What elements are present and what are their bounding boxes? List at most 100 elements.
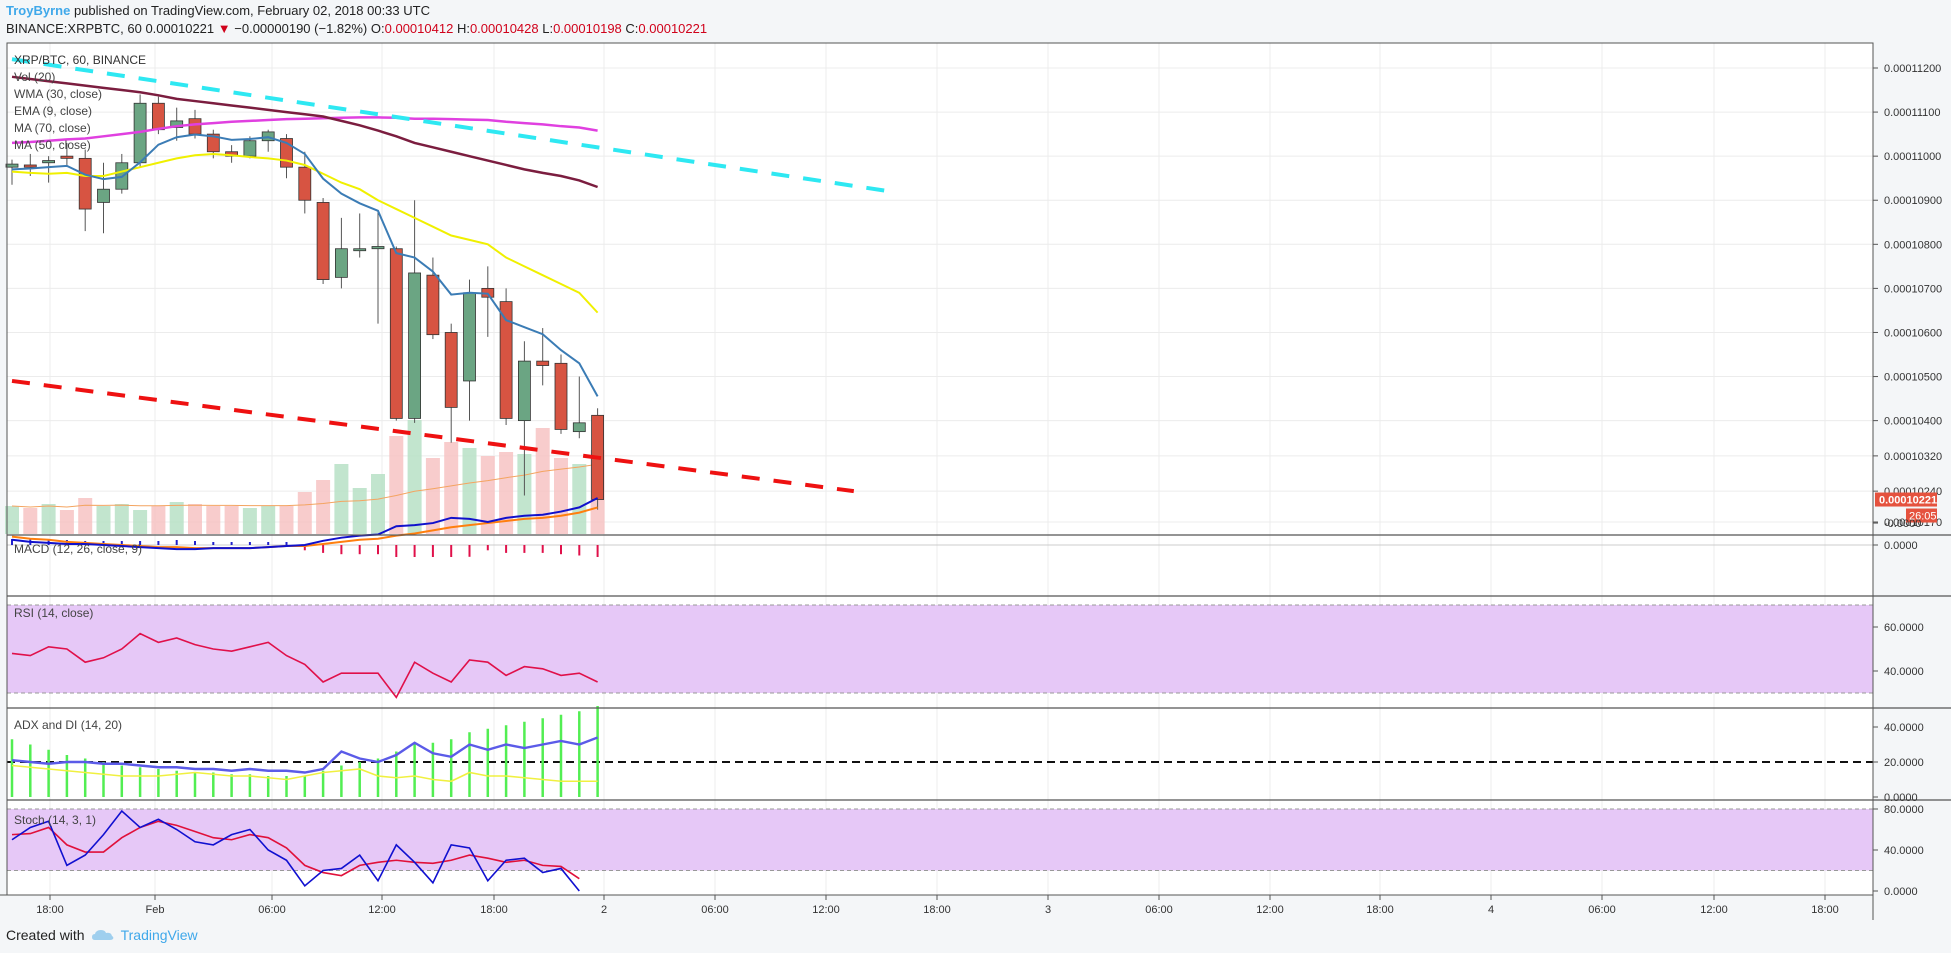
- tradingview-brand-link[interactable]: TradingView: [120, 927, 198, 943]
- high-value: 0.00010428: [469, 21, 539, 36]
- open-label: O:: [370, 21, 385, 36]
- open-value: 0.00010412: [384, 21, 454, 36]
- candle-body: [389, 248, 403, 419]
- time-tick-label: 18:00: [480, 904, 508, 916]
- price-tick-label: 0.00011200: [1884, 63, 1941, 75]
- volume-series: [5, 420, 605, 534]
- countdown-tag-box: [1906, 508, 1937, 523]
- volume-bar: [96, 506, 111, 534]
- author-link[interactable]: TroyByrne: [6, 3, 71, 18]
- time-tick-label: 18:00: [923, 904, 951, 916]
- time-tick-label: 3: [1045, 904, 1051, 916]
- time-tick-label: 06:00: [1588, 904, 1616, 916]
- time-tick-label: 12:00: [1256, 904, 1284, 916]
- candle-body: [316, 202, 330, 280]
- candle-body: [353, 248, 367, 252]
- last-price-tag: 0.00010221: [1879, 495, 1937, 507]
- volume-bar: [334, 464, 349, 534]
- close-value: 0.00010221: [638, 21, 708, 36]
- lower-trendline: [11, 378, 855, 494]
- candle-body: [444, 332, 458, 408]
- candle-body: [408, 272, 422, 419]
- time-tick-label: 18:00: [1811, 904, 1839, 916]
- volume-bar: [188, 504, 202, 534]
- candle-body: [78, 157, 92, 210]
- time-tick-label: Feb: [146, 904, 165, 916]
- candle-body: [42, 160, 55, 164]
- footer: Created with TradingView: [6, 927, 198, 943]
- candle-body: [298, 166, 312, 201]
- high-label: H:: [456, 21, 470, 36]
- volume-bar: [371, 474, 385, 534]
- adx-tick-label: 40.0000: [1884, 722, 1924, 734]
- legend-symbol-title: XRP/BTC, 60, BINANCE: [14, 53, 146, 67]
- candle-body: [151, 102, 165, 131]
- macd-tick-label: -0.0000: [1884, 518, 1921, 530]
- legend-item-wma[interactable]: WMA (30, close): [14, 87, 102, 101]
- indicator-lines: [7, 57, 1873, 892]
- price-tick-label: 0.00010500: [1884, 372, 1942, 384]
- volume-bar: [114, 504, 129, 534]
- created-with-label: Created with: [6, 927, 85, 943]
- candle-body: [5, 163, 19, 168]
- candle-body: [426, 274, 440, 336]
- volume-bar: [206, 506, 221, 534]
- stoch-tick-label: 80.0000: [1884, 804, 1924, 816]
- last-price: 0.00010221: [145, 21, 215, 36]
- close-label: C:: [625, 21, 639, 36]
- adx-title: ADX and DI (14, 20): [14, 718, 122, 732]
- candle-body: [536, 360, 550, 366]
- time-tick-label: 06:00: [1145, 904, 1173, 916]
- price-axis[interactable]: 0.00011200 0.00011100 0.00011000 0.00010900…: [1873, 63, 1942, 898]
- countdown-tag: 26:05: [1909, 511, 1937, 523]
- volume-bar: [78, 498, 93, 534]
- di-plus-line: [11, 764, 598, 783]
- time-tick-label: 2: [601, 904, 607, 916]
- ohlc-header: BINANCE:XRPBTC, 60 0.00010221 ▼ −0.00000…: [6, 21, 707, 36]
- adx-tick-label: 0.0000: [1884, 792, 1918, 804]
- chart-area[interactable]: 0.00011200 0.00011100 0.00011000 0.00010900…: [0, 0, 1951, 920]
- chart-background: [7, 43, 1873, 895]
- candle-body: [554, 362, 568, 430]
- ema9-line: [11, 133, 599, 397]
- legend-item-ema[interactable]: EMA (9, close): [14, 104, 92, 118]
- upper-trendline: [11, 57, 891, 194]
- stoch-tick-label: 40.0000: [1884, 845, 1924, 857]
- volume-bar: [41, 504, 56, 534]
- time-tick-label: 12:00: [368, 904, 396, 916]
- published-text: published on TradingView.com, February 0…: [73, 3, 430, 18]
- macd-tick-label: 0.0000: [1884, 540, 1918, 552]
- candle-body: [97, 188, 110, 203]
- macd-signal-line: [11, 506, 598, 550]
- volume-bar: [261, 506, 276, 534]
- candle-body: [371, 246, 385, 250]
- candle-body: [334, 248, 348, 278]
- price-tick-label: 0.00011100: [1884, 107, 1940, 119]
- legend-item-ma50[interactable]: MA (50, close): [14, 138, 91, 152]
- publish-info: TroyByrne published on TradingView.com, …: [6, 3, 430, 18]
- volume-bar: [462, 448, 477, 534]
- volume-bar: [224, 506, 239, 534]
- volume-bar: [407, 420, 422, 534]
- legend-item-ma70[interactable]: MA (70, close): [14, 121, 91, 135]
- price-tick-label: 0.00011000: [1884, 151, 1941, 163]
- candle-body: [23, 164, 37, 168]
- price-tick-label: 0.00010800: [1884, 239, 1942, 251]
- volume-bar: [242, 508, 257, 534]
- price-tick-label: 0.00010320: [1884, 451, 1942, 463]
- symbol-label: BINANCE:XRPBTC, 60: [6, 21, 142, 36]
- volume-bar: [169, 502, 184, 534]
- stoch-k-line: [11, 809, 580, 892]
- volume-bar: [133, 510, 148, 534]
- time-axis[interactable]: 18:00 Feb 06:00 12:00 18:00 2 06:00 12:00 18:00 3…: [0, 894, 1873, 916]
- volume-bar: [535, 428, 550, 534]
- rsi-band: [7, 605, 1873, 693]
- volume-bar: [480, 456, 495, 534]
- legend-item-vol[interactable]: Vol (20): [14, 70, 55, 84]
- candle-body: [463, 292, 476, 382]
- stoch-band: [7, 809, 1873, 871]
- volume-bar: [59, 510, 74, 534]
- volume-bar: [499, 452, 514, 534]
- price-change: −0.00000190 (−1.82%): [234, 21, 368, 36]
- time-tick-label: 12:00: [1700, 904, 1728, 916]
